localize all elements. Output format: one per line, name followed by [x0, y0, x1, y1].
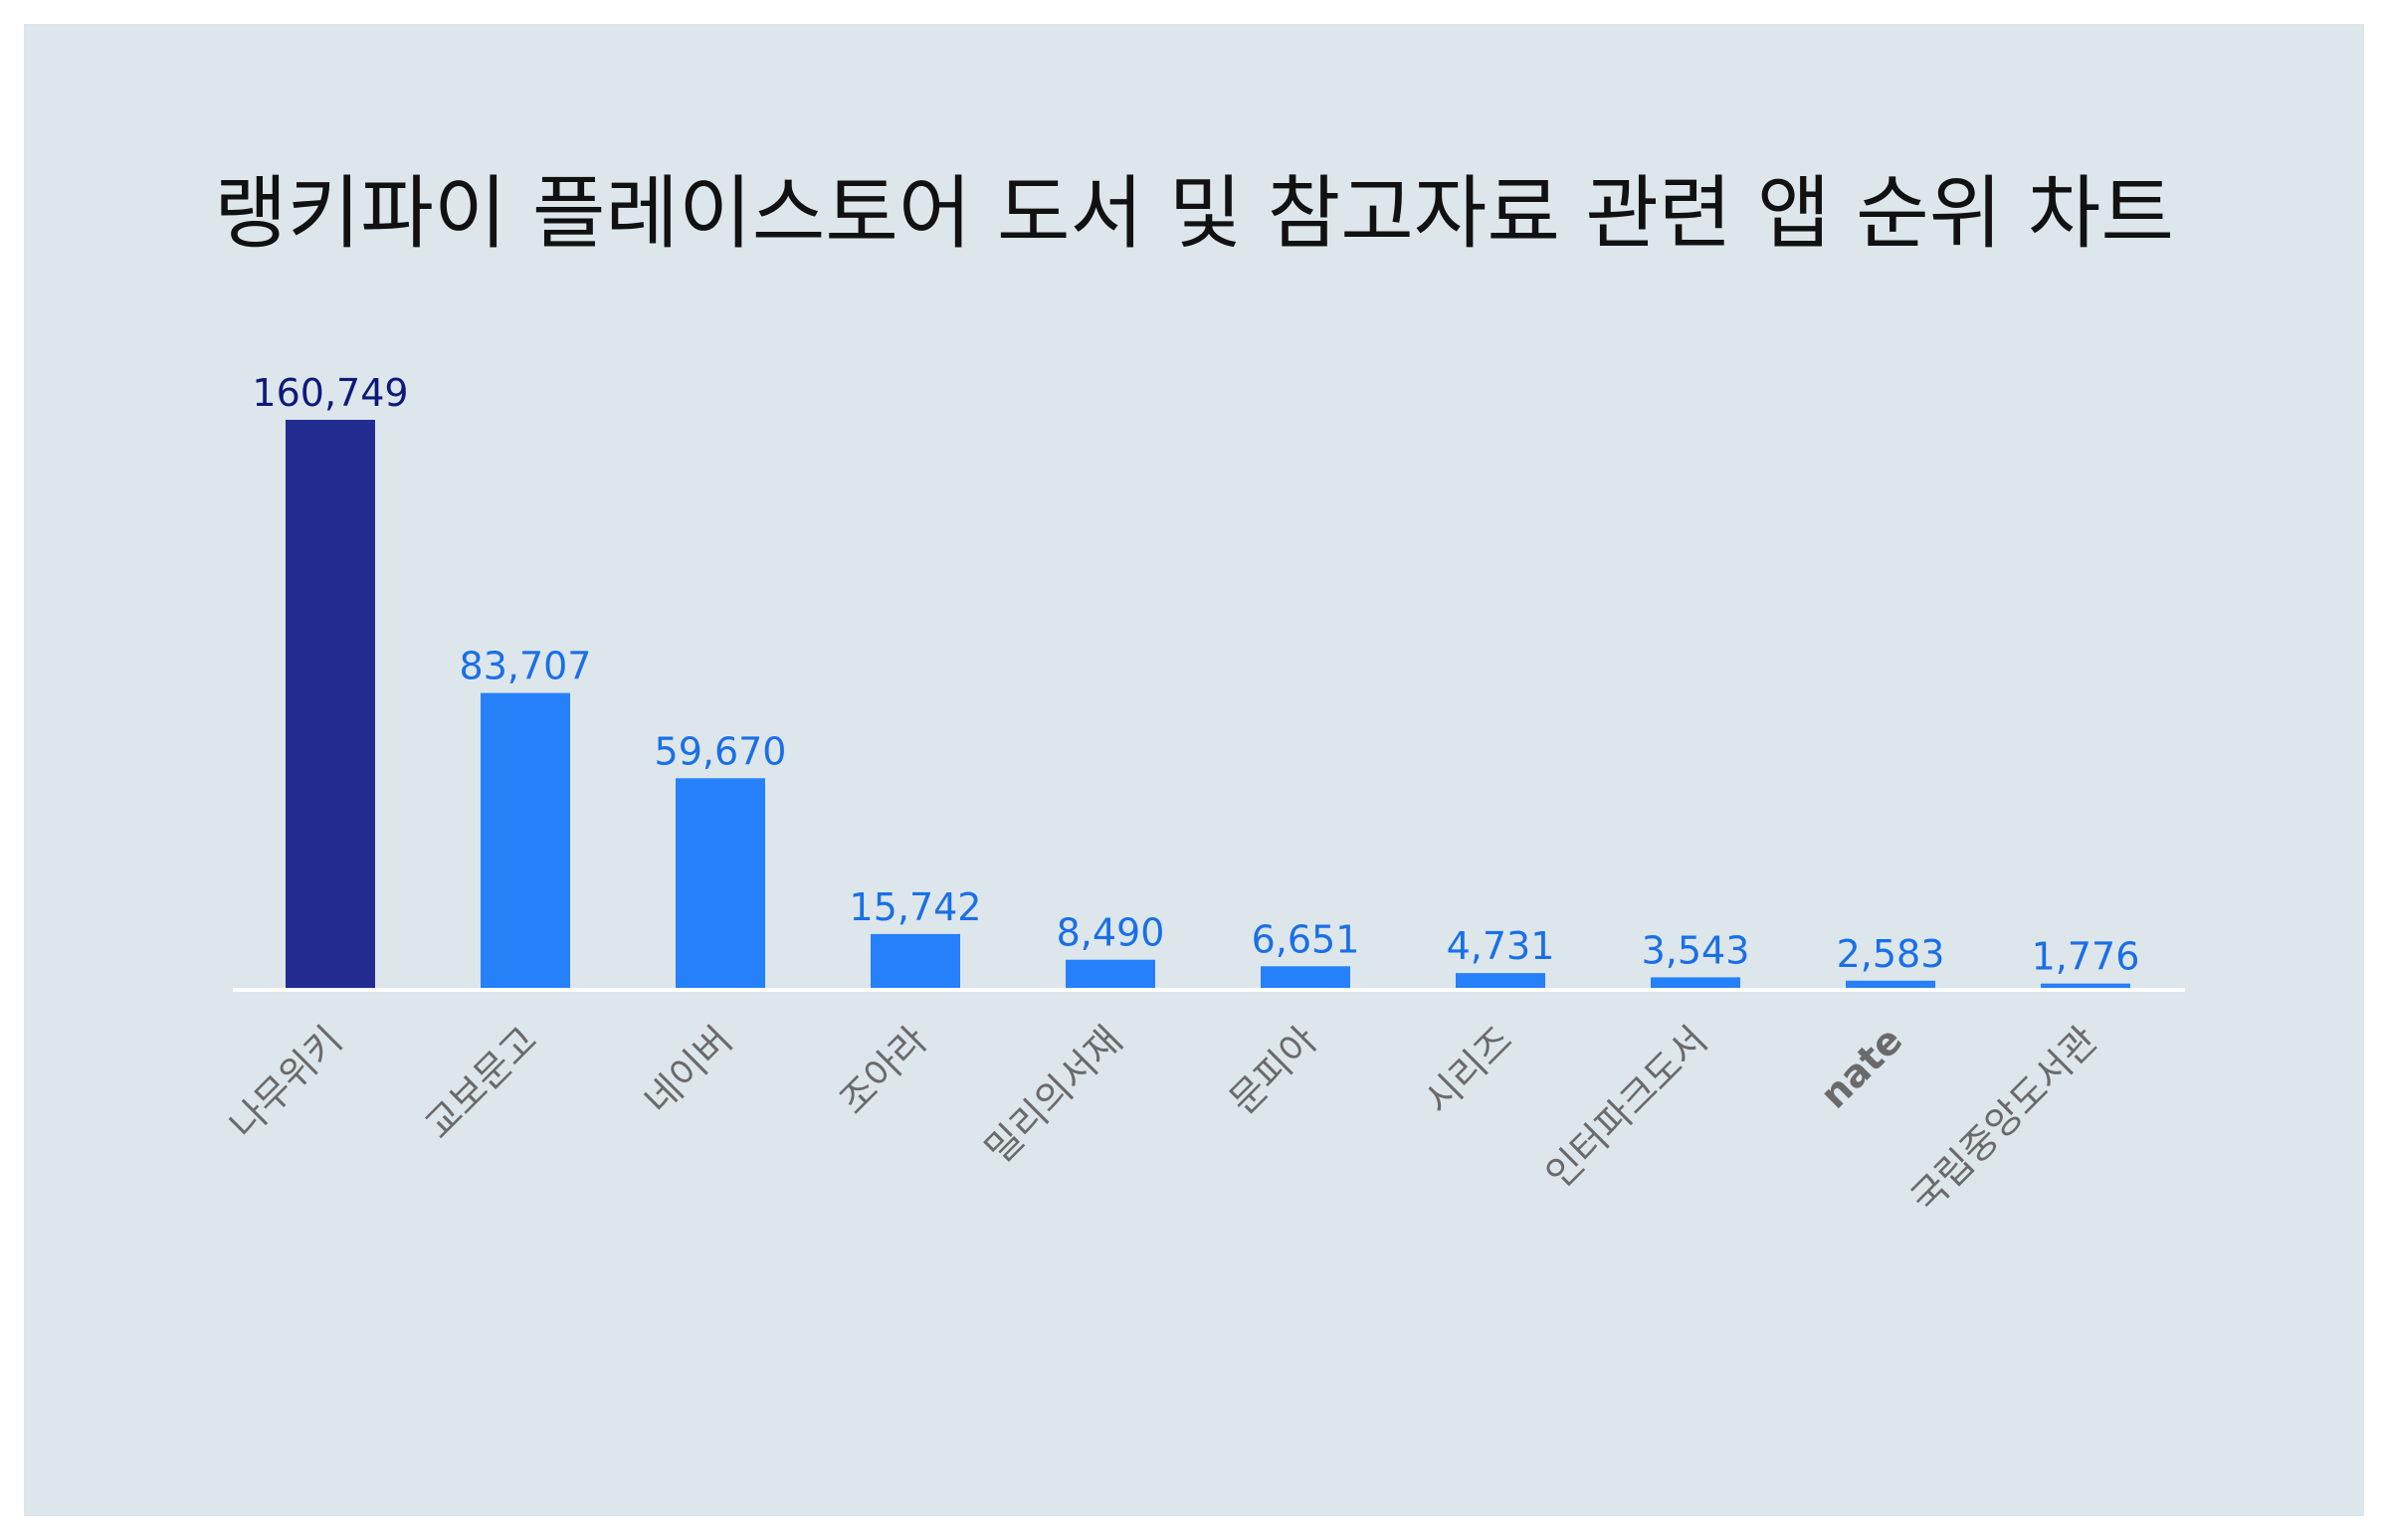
x-tick-label-5: 밀리의서재 — [977, 1018, 1131, 1172]
chart-title: 랭키파이 플레이스토어 도서 및 참고자료 관련 앱 순위 차트 — [214, 167, 2174, 260]
x-tick-labels-group: 나무위키 교보문고 네이버 조아라 밀리의서재 문피아 시리즈 인터파크도서 nate국립중앙도… — [221, 1018, 2105, 1221]
x-tick-label-9: nate — [1812, 1018, 1910, 1116]
value-label-4: 15,742 — [850, 885, 982, 929]
bar-4 — [871, 933, 960, 990]
x-tick-label-10: 국립중앙도서관 — [1902, 1018, 2105, 1221]
bar-3 — [676, 778, 765, 990]
bar-10 — [2041, 983, 2130, 990]
bar-5 — [1066, 959, 1155, 990]
value-label-1: 160,749 — [252, 371, 408, 415]
value-label-2: 83,707 — [460, 645, 592, 688]
x-tick-label-2: 교보문고 — [416, 1018, 545, 1147]
value-label-6: 6,651 — [1252, 917, 1360, 961]
bar-6 — [1261, 966, 1350, 990]
value-label-10: 1,776 — [2032, 935, 2140, 979]
value-labels-group: 160,749 83,707 59,670 15,742 8,490 6,651 4,731… — [252, 371, 2139, 979]
bars-group — [286, 420, 2130, 990]
x-tick-label-1: 나무위키 — [221, 1018, 350, 1147]
bar-9 — [1846, 980, 1935, 990]
bar-7 — [1456, 973, 1545, 990]
value-label-5: 8,490 — [1057, 911, 1165, 955]
value-label-7: 4,731 — [1447, 924, 1555, 968]
x-tick-label-7: 시리즈 — [1416, 1018, 1520, 1122]
x-tick-label-3: 네이버 — [636, 1018, 740, 1122]
x-tick-label-4: 조아라 — [831, 1018, 935, 1122]
value-label-3: 59,670 — [655, 729, 787, 773]
bar-1 — [286, 420, 375, 990]
bar-2 — [481, 692, 570, 990]
x-tick-label-8: 인터파크도서 — [1537, 1018, 1715, 1196]
bar-8 — [1651, 977, 1740, 990]
chart-panel — [24, 24, 2364, 1516]
value-label-8: 3,543 — [1642, 928, 1750, 972]
value-label-9: 2,583 — [1837, 932, 1945, 976]
x-tick-label-6: 문피아 — [1221, 1018, 1325, 1122]
